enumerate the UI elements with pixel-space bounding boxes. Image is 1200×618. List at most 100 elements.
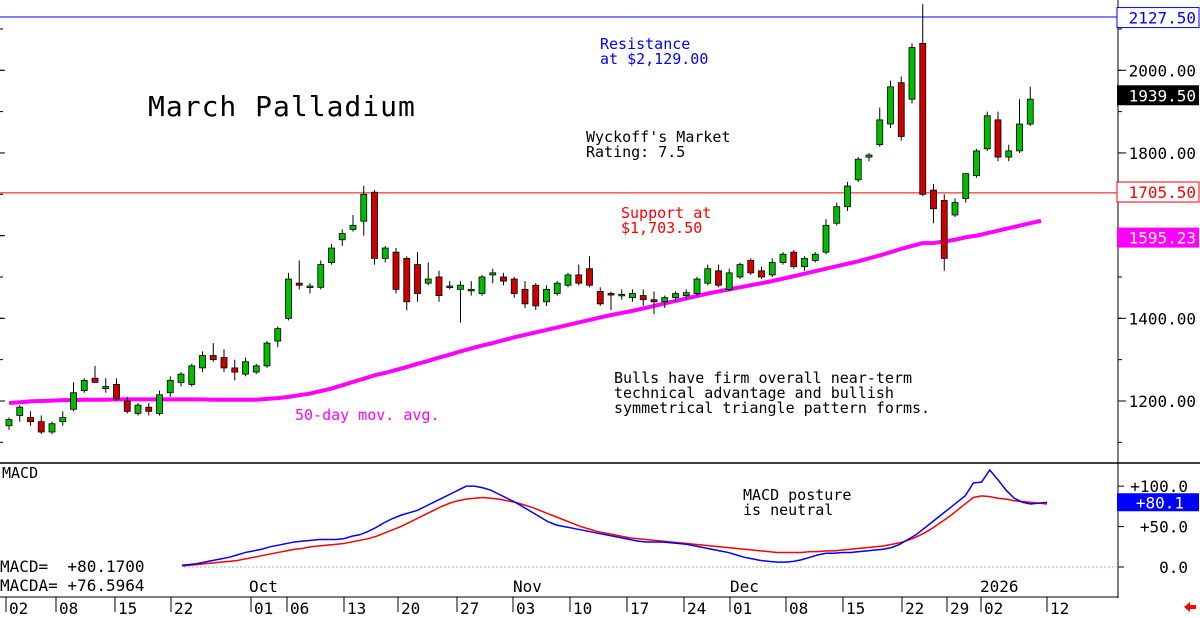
date-tick-label: 24	[687, 599, 706, 618]
candle-body	[414, 264, 421, 294]
macd-lines-layer: +100.0 +50.0 0.0 +80.1	[179, 468, 1199, 577]
candle-body	[865, 154, 873, 158]
date-tick-label: 12	[1050, 599, 1069, 618]
candle-body	[403, 257, 411, 303]
price-tags-layer: 2127.50 1939.50 1705.50 1595.23	[1116, 7, 1200, 248]
candle-body	[392, 251, 400, 290]
candle-body	[833, 206, 841, 224]
candle-body	[317, 264, 325, 288]
candle-body	[134, 404, 142, 414]
price-tag-label: 1595.23	[1129, 229, 1196, 248]
candle-body	[973, 150, 980, 177]
candle-body	[876, 119, 884, 146]
candle-body	[424, 278, 432, 284]
candle-body	[306, 285, 314, 288]
candle-body	[779, 253, 787, 263]
candle-body	[1016, 123, 1023, 152]
month-label: Dec	[730, 577, 759, 596]
moving-average-label: 50-day mov. avg.	[295, 406, 440, 424]
candle-body	[532, 284, 540, 307]
candle-body	[295, 282, 303, 286]
macd-tick-label: 0.0	[1159, 558, 1188, 577]
candle-body	[338, 233, 346, 241]
scroll-arrow-icon[interactable]	[1184, 602, 1196, 612]
candle-body	[887, 86, 894, 125]
candle-body	[102, 386, 110, 389]
candle-body	[747, 260, 755, 274]
support-annotation: Support at $1,703.50	[621, 204, 712, 237]
candle-body	[897, 82, 905, 137]
date-tick-label: 02	[984, 599, 1003, 618]
macd-line	[179, 468, 1048, 567]
candle-body	[467, 288, 475, 292]
candle-body	[639, 295, 647, 301]
candle-body	[199, 355, 206, 369]
resistance-annotation: Resistance at $2,129.00	[600, 35, 709, 68]
candle-body	[349, 224, 357, 230]
candle-body	[177, 373, 185, 383]
price-tag-box	[1117, 227, 1199, 248]
macda-value-readout: MACDA= +76.5964	[0, 576, 182, 595]
candle-body	[381, 247, 389, 259]
date-tick-label: 20	[401, 599, 420, 618]
candle-body	[951, 202, 959, 216]
candle-body	[478, 276, 486, 294]
candle-body	[209, 355, 217, 361]
price-tag-box	[1117, 85, 1199, 106]
candle-body	[166, 379, 174, 394]
candle-body	[693, 278, 701, 294]
candle-body	[113, 384, 120, 400]
candle-body	[1005, 150, 1013, 158]
price-tick-label: 1400.00	[1129, 309, 1196, 328]
candle-body	[1026, 98, 1034, 125]
price-tag-label: 1939.50	[1129, 86, 1196, 105]
candle-body	[575, 274, 583, 284]
candle-body	[725, 272, 733, 290]
candle-body	[91, 377, 99, 383]
candle-body	[285, 278, 292, 319]
candle-body	[908, 47, 916, 100]
candle-body	[263, 342, 271, 367]
candle-body	[661, 297, 669, 303]
date-tick-label: 10	[573, 599, 592, 618]
candle-body	[672, 293, 679, 299]
date-tick-label: 15	[118, 599, 137, 618]
candle-body	[564, 274, 572, 286]
candle-body	[822, 224, 830, 253]
candle-body	[618, 293, 626, 297]
candle-body	[521, 288, 529, 305]
candle-body	[768, 262, 776, 276]
candle-body	[274, 328, 282, 342]
candle-body	[682, 292, 690, 296]
candle-body	[489, 272, 497, 276]
candle-body	[629, 293, 636, 299]
moving-average-layer	[8, 218, 1042, 406]
price-tick-label: 1800.00	[1129, 144, 1196, 163]
candle-body	[145, 406, 153, 412]
candle-body	[854, 158, 862, 181]
candle-body	[242, 361, 249, 375]
candlestick-layer	[5, 4, 1034, 435]
candle-body	[844, 185, 851, 208]
macd-value-readout: MACD= +80.1700	[0, 557, 182, 576]
macd-value-tag-box	[1117, 493, 1199, 512]
month-label: 2026	[980, 577, 1019, 596]
date-tick-label: 02	[9, 599, 28, 618]
candle-body	[371, 191, 378, 259]
month-label: Oct	[249, 577, 278, 596]
date-tick-label: 22	[905, 599, 924, 618]
candle-body	[553, 282, 561, 294]
candle-body	[48, 423, 56, 433]
price-tag-box	[1116, 7, 1200, 29]
candle-body	[596, 291, 604, 305]
date-tick-label: 17	[630, 599, 649, 618]
candle-body	[543, 288, 550, 303]
candle-body	[457, 284, 464, 290]
macd-panel-label: MACD	[2, 464, 39, 482]
candle-body	[736, 264, 744, 278]
candle-body	[27, 417, 34, 423]
candle-body	[328, 247, 335, 263]
candle-body	[70, 392, 77, 410]
market-rating-annotation: Wyckoff's Market Rating: 7.5	[586, 128, 731, 161]
